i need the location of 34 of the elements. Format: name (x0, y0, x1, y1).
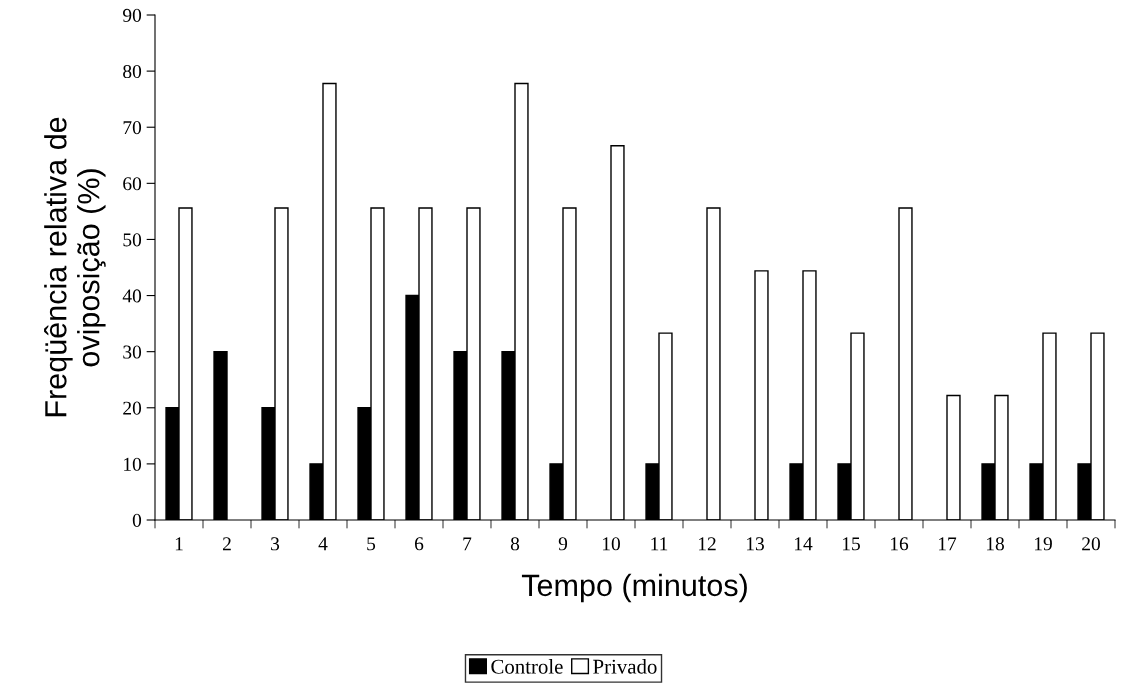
y-tick-label: 80 (123, 64, 142, 79)
x-tick-label: 13 (746, 537, 764, 551)
x-tick-label: 11 (651, 537, 668, 551)
x-tick-label: 9 (558, 537, 568, 551)
legend-label: Privado (593, 659, 657, 674)
y-tick-label: 70 (123, 121, 142, 135)
x-tick-label: 18 (986, 537, 1004, 551)
x-tick-label: 3 (271, 537, 280, 551)
y-axis-title: Freqüência relativa de oviposição (%) (44, 117, 106, 417)
x-tick-label: 12 (698, 537, 716, 551)
x-tick-label: 17 (938, 537, 957, 551)
x-axis-title: Tempo (minutos) (521, 573, 747, 603)
x-tick-label: 4 (318, 537, 328, 551)
x-tick-label: 7 (463, 537, 472, 551)
x-tick-label: 19 (1034, 537, 1052, 551)
y-tick-label: 10 (124, 457, 142, 471)
x-tick-label: 2 (222, 537, 231, 551)
y-tick-label: 0 (132, 513, 142, 527)
y-tick-label: 50 (123, 233, 142, 247)
x-tick-label: 10 (602, 537, 620, 551)
x-tick-label: 8 (510, 537, 520, 551)
x-tick-label: 20 (1082, 537, 1100, 551)
y-tick-label: 90 (122, 8, 142, 22)
y-tick-label: 30 (123, 345, 142, 359)
y-tick-label: 60 (123, 177, 142, 191)
x-tick-label: 1 (175, 537, 183, 551)
x-tick-label: 14 (794, 537, 813, 551)
y-tick-label: 20 (123, 401, 142, 415)
x-tick-label: 6 (414, 537, 424, 551)
legend-label: Controle (491, 659, 563, 674)
x-tick-label: 15 (842, 537, 860, 551)
y-tick-label: 40 (122, 289, 142, 303)
x-tick-label: 16 (890, 537, 909, 551)
x-tick-label: 5 (367, 537, 376, 551)
